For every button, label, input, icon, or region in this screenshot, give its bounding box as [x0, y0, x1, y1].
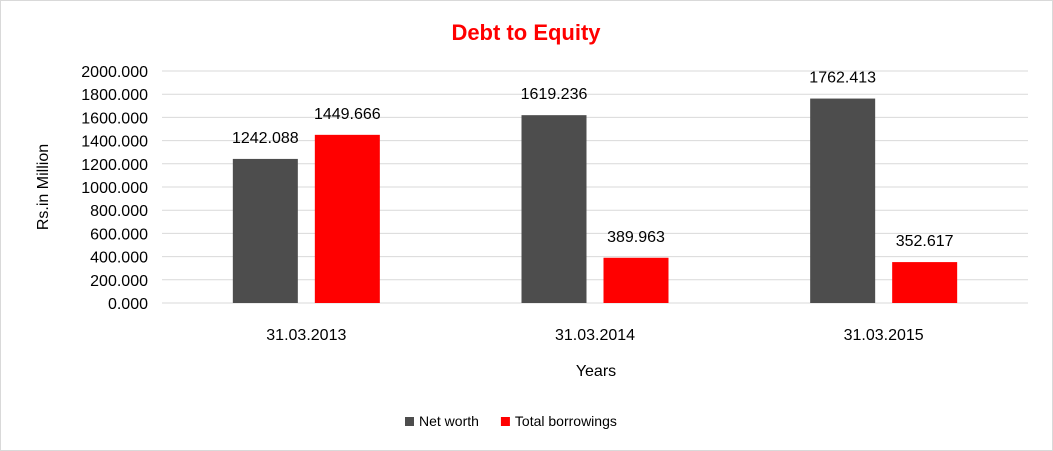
data-label: 389.963 — [607, 229, 665, 246]
gridlines — [162, 70, 1028, 304]
y-tick-label: 600.000 — [90, 226, 148, 243]
data-label: 1619.236 — [521, 86, 588, 103]
y-tick-label: 1200.000 — [81, 157, 148, 174]
x-tick-label: 31.03.2013 — [266, 327, 346, 344]
legend-swatch — [500, 417, 510, 426]
legend: Net worth Total borrowings — [405, 413, 617, 429]
bar-total-borrowings — [314, 134, 380, 303]
bar-net-worth — [810, 98, 876, 303]
x-tick-label: 31.03.2015 — [844, 327, 924, 344]
x-tick-label: 31.03.2014 — [555, 327, 635, 344]
y-tick-label: 400.000 — [90, 250, 148, 267]
y-tick-label: 1800.000 — [81, 87, 148, 104]
y-axis-ticks: 0.000 200.000 400.000 600.000 800.000 1000.00… — [81, 64, 148, 313]
x-axis-label: Years — [576, 363, 616, 380]
data-label: 1242.088 — [232, 130, 299, 147]
y-tick-label: 200.000 — [90, 273, 148, 290]
bar-total-borrowings — [603, 257, 669, 303]
legend-label: Net worth — [419, 413, 479, 429]
data-label: 352.617 — [896, 233, 954, 250]
y-tick-label: 0.000 — [108, 296, 148, 313]
bar-net-worth — [521, 115, 587, 303]
legend-label: Total borrowings — [515, 413, 617, 429]
data-label: 1762.413 — [809, 70, 876, 87]
data-labels: 1242.088 1449.666 1619.236 389.963 1762.413 3… — [232, 70, 954, 251]
y-axis-label: Rs.in Million — [35, 144, 52, 230]
bars — [232, 98, 958, 303]
y-tick-label: 800.000 — [90, 203, 148, 220]
y-tick-label: 2000.000 — [81, 64, 148, 81]
bar-total-borrowings — [892, 262, 958, 303]
x-axis-ticks: 31.03.2013 31.03.2014 31.03.2015 — [266, 327, 924, 344]
data-label: 1449.666 — [314, 106, 381, 123]
bar-net-worth — [232, 158, 298, 303]
y-tick-label: 1000.000 — [81, 180, 148, 197]
legend-swatch — [405, 417, 414, 426]
y-tick-label: 1600.000 — [81, 110, 148, 127]
chart-title: Debt to Equity — [451, 20, 601, 45]
y-tick-label: 1400.000 — [81, 134, 148, 151]
